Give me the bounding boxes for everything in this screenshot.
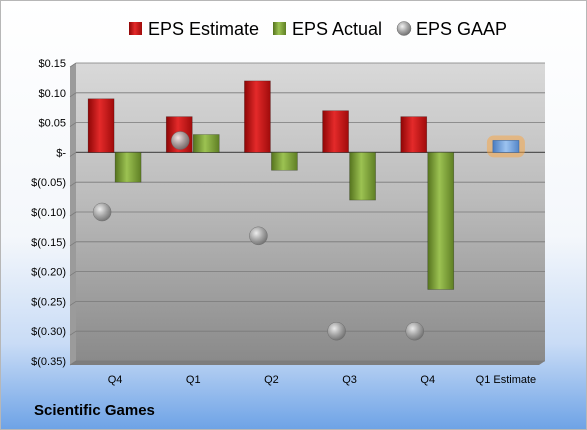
legend-label: EPS GAAP (416, 19, 507, 39)
y-tick-label: $0.10 (38, 88, 66, 100)
eps-gaap-point (171, 131, 190, 150)
eps-actual-bar (192, 134, 220, 153)
gridline-side (69, 241, 77, 247)
x-tick-label: Q1 (186, 374, 201, 386)
eps-estimate-bar (244, 80, 271, 153)
eps-estimate-bar (400, 116, 428, 153)
gridline-side (69, 301, 77, 306)
y-tick-label: $0.05 (38, 118, 66, 130)
eps-estimate-bar (322, 110, 349, 153)
plot-floor (70, 361, 545, 365)
eps-actual-bar (427, 152, 455, 290)
gridline-side (69, 181, 77, 187)
gridline-side (69, 62, 77, 68)
x-tick-label: Q4 (108, 374, 123, 386)
x-tick-label: Q2 (264, 374, 279, 386)
y-tick-label: $(0.25) (31, 296, 66, 308)
y-tick-label: $(0.10) (31, 207, 66, 219)
eps-actual-bar (114, 152, 142, 183)
gridline-side (69, 211, 77, 217)
legend-label: EPS Actual (292, 19, 382, 39)
gridline-side (69, 271, 77, 276)
legend-swatch (129, 22, 142, 35)
eps-estimate-bar (87, 98, 115, 153)
y-tick-label: $(0.15) (31, 237, 66, 249)
y-tick-label: $- (56, 147, 66, 159)
y-tick-label: $0.15 (38, 58, 66, 70)
legend-swatch (273, 22, 286, 35)
gridline-side (69, 360, 77, 366)
x-tick-label: Q3 (342, 374, 357, 386)
eps-actual-bar (271, 152, 298, 171)
gridline-side (69, 122, 77, 127)
gridline-side (69, 330, 77, 336)
x-tick-label: Q4 (420, 374, 435, 386)
y-tick-label: $(0.30) (31, 326, 66, 338)
y-tick-label: $(0.05) (31, 177, 66, 189)
company-name: Scientific Games (34, 402, 155, 419)
gridline-side (69, 92, 77, 98)
q1-estimate-bar (492, 140, 520, 153)
y-tick-label: $(0.20) (31, 267, 66, 279)
y-tick-label: $(0.35) (31, 356, 66, 368)
x-tick-label: Q1 Estimate (476, 374, 537, 386)
eps-actual-bar (349, 152, 376, 201)
legend-label: EPS Estimate (148, 19, 259, 39)
eps-gaap-point (249, 226, 268, 246)
legend-swatch (396, 21, 412, 36)
eps-gaap-point (405, 321, 424, 341)
eps-gaap-point (327, 321, 346, 341)
gridline-side (69, 152, 77, 157)
eps-gaap-point (92, 202, 112, 222)
